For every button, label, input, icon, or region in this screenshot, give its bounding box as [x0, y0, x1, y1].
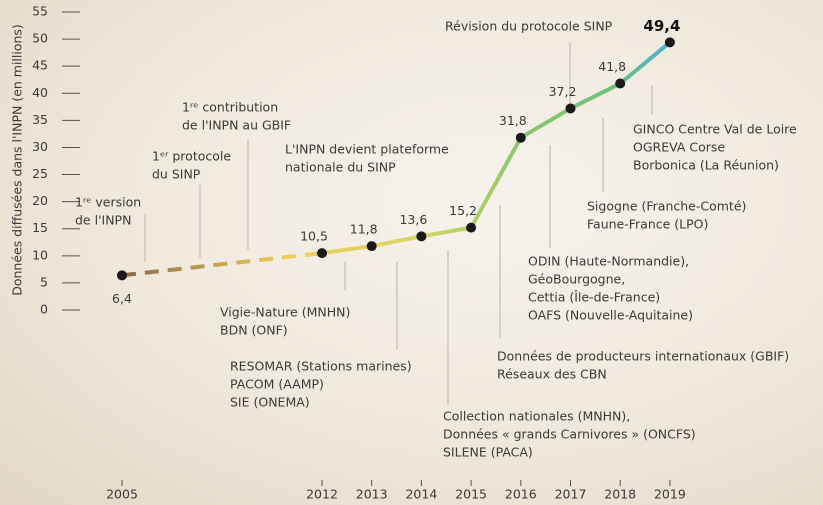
annotation: Données « grands Carnivores » (ONCFS) [443, 427, 696, 442]
x-tick-label: 2013 [356, 487, 388, 502]
annotation: ODIN (Haute-Normandie), [528, 254, 689, 269]
x-tick-label: 2005 [106, 487, 138, 502]
value-label: 37,2 [549, 84, 577, 99]
annotation: Sigogne (Franche-Comté) [587, 199, 746, 214]
point [416, 231, 426, 241]
annotation: Réseaux des CBN [497, 367, 607, 382]
annotation: Révision du protocole SINP [445, 19, 613, 34]
x-tick-label: 2017 [555, 487, 587, 502]
annotation: nationale du SINP [285, 160, 396, 175]
annotation: de l'INPN [75, 213, 131, 228]
annotation: BDN (ONF) [220, 323, 288, 338]
annotation: SILENE (PACA) [443, 445, 533, 460]
annotation: Faune-France (LPO) [587, 217, 708, 232]
value-label: 6,4 [112, 291, 132, 306]
y-tick-label: 30 [32, 139, 48, 154]
y-tick-label: 40 [32, 85, 48, 100]
x-tick-label: 2018 [604, 487, 636, 502]
x-tick-label: 2014 [405, 487, 437, 502]
annotation: OAFS (Nouvelle-Aquitaine) [528, 308, 693, 323]
annotation: 1ʳᵉ contribution [182, 100, 278, 115]
value-label: 41,8 [598, 59, 626, 74]
page: Données diffusées dans l'INPN (en millio… [0, 0, 823, 505]
annotation: du SINP [152, 167, 201, 182]
y-tick-label: 50 [32, 31, 48, 46]
y-tick-label: 25 [32, 166, 48, 181]
y-tick-label: 15 [32, 220, 48, 235]
value-label: 13,6 [399, 212, 427, 227]
y-tick-label: 55 [32, 4, 48, 19]
x-tick-label: 2019 [654, 487, 686, 502]
y-tick-label: 5 [40, 274, 48, 289]
value-label: 49,4 [643, 17, 680, 35]
point [117, 270, 127, 280]
annotation: SIE (ONEMA) [230, 395, 310, 410]
annotation: OGREVA Corse [633, 140, 725, 155]
line-dashed [122, 253, 322, 275]
annotation: 1ʳᵉ version [75, 195, 141, 210]
annotation: Borbonica (La Réunion) [633, 158, 779, 173]
x-tick-label: 2012 [306, 487, 338, 502]
y-tick-label: 10 [32, 247, 48, 262]
chart: Données diffusées dans l'INPN (en millio… [0, 0, 823, 505]
point [566, 103, 576, 113]
point [317, 248, 327, 258]
value-label: 15,2 [449, 203, 477, 218]
y-tick-label: 20 [32, 193, 48, 208]
point [466, 223, 476, 233]
annotation: Cettia (Île-de-France) [528, 290, 660, 305]
annotation: 1ᵉʳ protocole [152, 149, 231, 164]
point [367, 241, 377, 251]
y-axis-label: Données diffusées dans l'INPN (en millio… [10, 24, 25, 296]
annotation: GINCO Centre Val de Loire [633, 122, 797, 137]
annotation: Vigie-Nature (MNHN) [220, 305, 350, 320]
annotation: Données de producteurs internationaux (G… [497, 349, 789, 364]
point [615, 79, 625, 89]
y-tick-label: 35 [32, 112, 48, 127]
x-tick-label: 2016 [505, 487, 537, 502]
point [516, 133, 526, 143]
annotation: RESOMAR (Stations marines) [230, 359, 412, 374]
point [665, 37, 675, 47]
annotation: de l'INPN au GBIF [182, 118, 291, 133]
x-tick-label: 2015 [455, 487, 487, 502]
value-label: 31,8 [499, 113, 527, 128]
annotation: PACOM (AAMP) [230, 377, 324, 392]
annotation: Collection nationales (MNHN), [443, 409, 630, 424]
y-tick-label: 45 [32, 58, 48, 73]
value-label: 11,8 [350, 222, 378, 237]
annotation: L'INPN devient plateforme [285, 142, 449, 157]
annotation: GéoBourgogne, [528, 272, 625, 287]
y-tick-label: 0 [40, 302, 48, 317]
value-label: 10,5 [300, 229, 328, 244]
